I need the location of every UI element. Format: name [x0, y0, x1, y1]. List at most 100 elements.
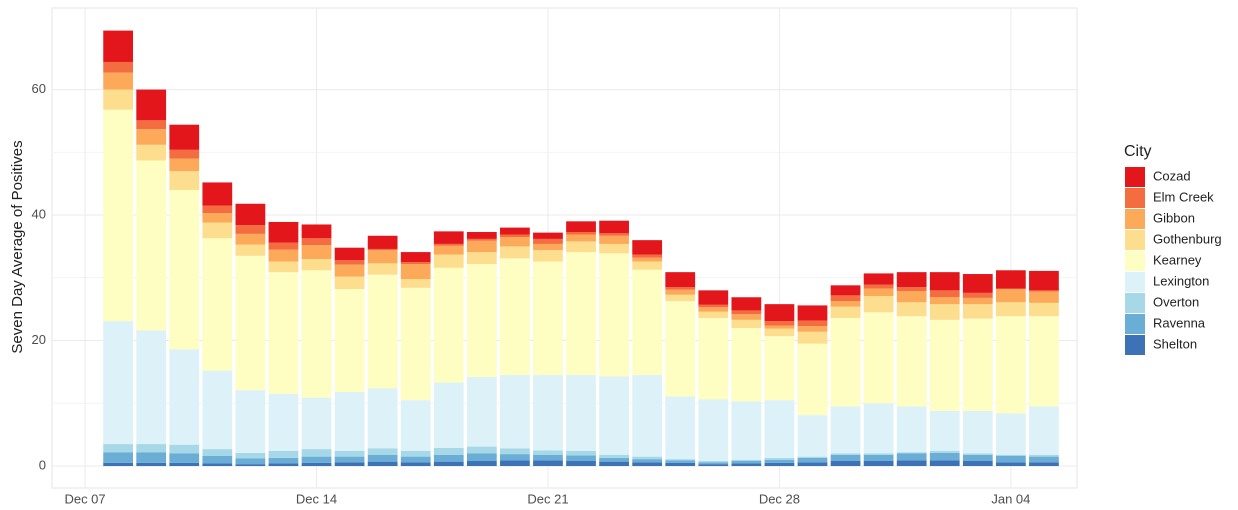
bar-segment — [169, 189, 200, 350]
y-tick-label: 40 — [32, 206, 46, 221]
bar-segment — [896, 316, 927, 407]
bar-segment — [103, 452, 134, 463]
bar-segment — [169, 171, 200, 190]
bar-segment — [466, 232, 497, 239]
bar-segment — [863, 454, 894, 462]
bar-segment — [764, 304, 795, 322]
bar-segment — [632, 240, 663, 255]
plot-border — [51, 7, 1078, 489]
bar-segment — [136, 120, 167, 130]
bar-segment — [103, 89, 134, 110]
bar-segment — [334, 276, 365, 290]
legend-label: Gibbon — [1153, 210, 1195, 225]
bar-segment — [731, 401, 762, 460]
bar-segment — [632, 375, 663, 457]
bar-segment — [202, 463, 233, 467]
bar-segment — [566, 241, 596, 253]
bar-segment — [136, 144, 167, 161]
legend-label: Ravenna — [1153, 315, 1206, 330]
bar-segment — [169, 124, 200, 150]
bar-segment — [995, 302, 1026, 317]
bar-segment — [268, 393, 299, 451]
bar-segment — [896, 272, 927, 288]
bar-segment — [367, 448, 398, 455]
bar-segment — [863, 461, 894, 467]
bar-segment — [136, 129, 167, 145]
bar-segment — [367, 263, 398, 275]
bar-segment — [731, 297, 762, 311]
bar-segment — [632, 254, 663, 258]
bar-segment — [202, 370, 233, 450]
bar-segment — [962, 274, 993, 293]
bar-segment — [268, 463, 299, 467]
bar-segment — [731, 328, 762, 402]
bar-segment — [533, 454, 563, 461]
bar-segment — [500, 234, 530, 238]
bar-segment — [599, 457, 629, 462]
bar-segment — [797, 415, 828, 457]
bar-segment — [268, 450, 299, 458]
bar-segment — [400, 252, 431, 263]
bar-segment — [533, 450, 563, 455]
bar-segment — [533, 250, 563, 262]
bar-segment — [863, 288, 894, 296]
bar-segment — [433, 447, 464, 455]
bar-segment — [169, 349, 200, 445]
bar-segment — [566, 234, 596, 242]
bar-segment — [400, 262, 431, 264]
bar-segment — [301, 462, 332, 467]
bar-segment — [599, 243, 629, 254]
bar-segment — [995, 316, 1026, 414]
bar-segment — [433, 461, 464, 467]
bar-segment — [334, 247, 365, 261]
bar-segment — [500, 227, 530, 235]
legend-swatch — [1125, 272, 1145, 292]
legend-label: Cozad — [1153, 168, 1191, 183]
bar-segment — [1029, 462, 1059, 467]
x-tick-label: Jan 04 — [991, 491, 1030, 506]
bar-segment — [235, 225, 266, 234]
bar-segment — [962, 410, 993, 454]
legend-label: Shelton — [1153, 336, 1197, 351]
bar-segment — [400, 279, 431, 288]
bar-segment — [533, 261, 563, 376]
bar-segment — [301, 456, 332, 463]
bar-segment — [202, 456, 233, 464]
bar-segment — [1029, 302, 1059, 317]
legend-swatch — [1125, 251, 1145, 271]
bar-segment — [665, 462, 696, 467]
bar-segment — [268, 242, 299, 250]
bar-segment — [830, 461, 861, 467]
bar-segment — [103, 61, 134, 73]
bar-segment — [599, 376, 629, 455]
bar-segment — [665, 301, 696, 397]
bar-segment — [830, 453, 861, 455]
bar-segment — [169, 158, 200, 172]
bar-segment — [202, 238, 233, 371]
bar-segment — [863, 296, 894, 313]
bar-segment — [466, 453, 497, 462]
bar-segment — [433, 245, 464, 255]
bar-segment — [202, 449, 233, 456]
bar-segment — [929, 319, 960, 411]
legend-label: Overton — [1153, 294, 1199, 309]
bar-segment — [235, 244, 266, 256]
bar-segment — [103, 444, 134, 453]
bar-segment — [500, 448, 530, 455]
bar-segment — [995, 288, 1026, 290]
bar-segment — [764, 457, 795, 460]
bar-segment — [334, 450, 365, 457]
legend-swatch — [1125, 335, 1145, 355]
bar-segment — [1029, 406, 1059, 455]
legend-label: Kearney — [1153, 252, 1202, 267]
bar-segment — [665, 459, 696, 461]
y-axis-label: Seven Day Average of Positives — [9, 140, 26, 353]
bar-segment — [202, 205, 233, 214]
bar-segment — [599, 233, 629, 236]
bar-segment — [268, 249, 299, 262]
bar-segment — [665, 396, 696, 460]
bar-segment — [863, 273, 894, 285]
bar-segment — [764, 325, 795, 329]
bar-segment — [698, 464, 729, 467]
